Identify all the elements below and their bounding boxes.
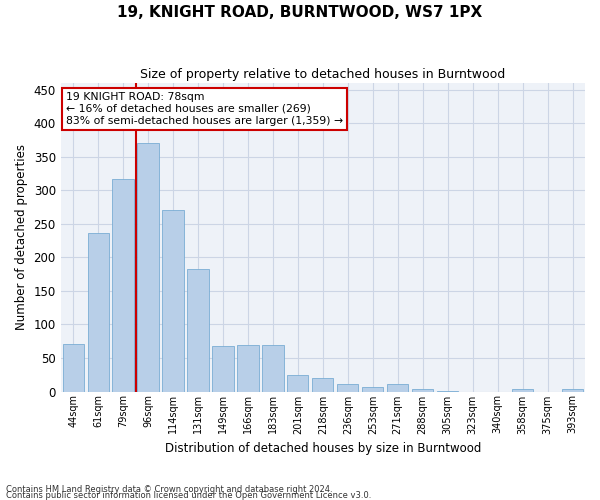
Bar	[88, 232, 109, 392]
Bar	[412, 389, 433, 392]
Bar	[187, 270, 209, 392]
Bar	[137, 144, 158, 392]
Bar	[312, 378, 334, 392]
Bar	[512, 389, 533, 392]
Bar	[163, 210, 184, 392]
Bar	[238, 345, 259, 392]
Title: Size of property relative to detached houses in Burntwood: Size of property relative to detached ho…	[140, 68, 505, 80]
Bar	[437, 391, 458, 392]
Bar	[287, 376, 308, 392]
Text: Contains public sector information licensed under the Open Government Licence v3: Contains public sector information licen…	[6, 490, 371, 500]
Bar	[362, 388, 383, 392]
Y-axis label: Number of detached properties: Number of detached properties	[15, 144, 28, 330]
Text: 19, KNIGHT ROAD, BURNTWOOD, WS7 1PX: 19, KNIGHT ROAD, BURNTWOOD, WS7 1PX	[118, 5, 482, 20]
Bar	[387, 384, 409, 392]
Bar	[62, 344, 84, 392]
Bar	[337, 384, 358, 392]
Bar	[562, 389, 583, 392]
Text: 19 KNIGHT ROAD: 78sqm
← 16% of detached houses are smaller (269)
83% of semi-det: 19 KNIGHT ROAD: 78sqm ← 16% of detached …	[66, 92, 343, 126]
Text: Contains HM Land Registry data © Crown copyright and database right 2024.: Contains HM Land Registry data © Crown c…	[6, 484, 332, 494]
Bar	[262, 344, 284, 392]
Bar	[112, 179, 134, 392]
X-axis label: Distribution of detached houses by size in Burntwood: Distribution of detached houses by size …	[164, 442, 481, 455]
Bar	[212, 346, 233, 392]
